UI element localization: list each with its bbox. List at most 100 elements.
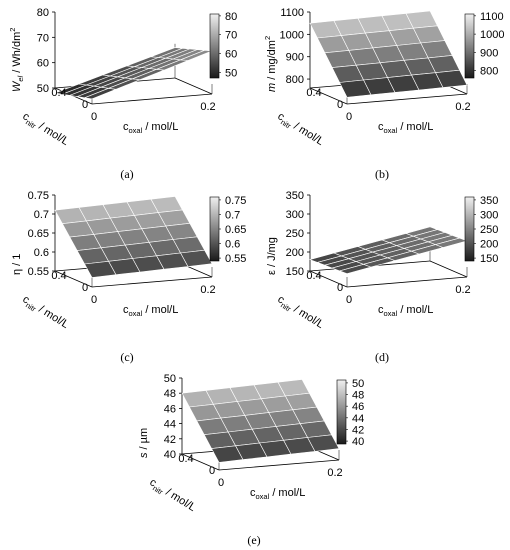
z-tick-label: 900 (286, 52, 304, 64)
colorbar: 80 70 60 50 (209, 11, 237, 79)
z-tick-label: 250 (286, 228, 304, 240)
chart-b: 800 900 1000 1100 0 0.2 0 0.4 m / mg/dm2 coxal / … (263, 7, 504, 181)
colorbar: 0.75 0.7 0.65 0.6 0.55 (209, 195, 246, 265)
z-tick-label: 300 (286, 209, 304, 221)
colorbar-tick-label: 250 (480, 224, 498, 236)
z-axis-label: η / 1 (11, 254, 23, 275)
colorbar: 350 300 250 200 150 (464, 195, 498, 265)
colorbar-tick-label: 60 (225, 49, 237, 61)
z-tick-label: 1100 (280, 7, 304, 19)
surface (309, 226, 468, 275)
surface (181, 379, 340, 463)
z-tick-label: 50 (164, 373, 176, 385)
y-floor-edge (54, 270, 93, 288)
y-tick-label: 0.4 (51, 87, 66, 99)
colorbar-tick-label: 0.75 (225, 195, 246, 207)
x-axis-label: coxal / mol/L (378, 304, 433, 318)
x-tick-label: 0.2 (455, 101, 470, 113)
z-tick-label: 150 (286, 266, 304, 278)
colorbar-tick-label: 300 (480, 209, 498, 221)
colorbar-tick-label: 50 (352, 378, 364, 390)
surface-cell (307, 434, 340, 452)
y-axis-label: cnitr / mol/L (146, 476, 198, 515)
colorbar-tick-label: 44 (352, 413, 364, 425)
z-axis-label: Wel / Wh/dm2 (8, 28, 25, 92)
chart-c: 0.55 0.6 0.65 0.7 0.75 0 0.2 0 0.4 η / 1 coxal / m… (11, 190, 246, 364)
colorbar-tick-label: 800 (480, 66, 498, 78)
x-axis-label: coxal / mol/L (250, 487, 305, 501)
surface (309, 10, 468, 98)
z-axis-label: m / mg/dm2 (263, 36, 278, 92)
x-tick-label: 0 (91, 111, 97, 123)
right-floor-edge (174, 77, 213, 95)
z-tick-label: 70 (37, 32, 49, 44)
z-axis-label: s / µm (138, 428, 150, 458)
colorbar-tick-label: 900 (480, 47, 498, 59)
colorbar-bar (209, 13, 220, 79)
colorbar-tick-label: 70 (225, 30, 237, 42)
surface (54, 196, 213, 278)
colorbar-tick-label: 150 (480, 253, 498, 265)
colorbar-tick-label: 1100 (480, 11, 504, 23)
y-tick-label: 0 (82, 99, 88, 111)
x-tick-label: 0.2 (327, 467, 342, 479)
y-tick-label: 0.4 (306, 87, 321, 99)
x-axis-label: coxal / mol/L (378, 121, 433, 135)
panel-label: (c) (120, 350, 133, 364)
x-tick-label: 0.2 (455, 284, 470, 296)
colorbar-tick-label: 0.7 (225, 209, 240, 221)
z-tick-label: 800 (286, 74, 304, 86)
chart-a: 50 60 70 80 0 0.2 0 0.4 Wel / Wh/dm2 coxal / mol/… (8, 7, 237, 181)
colorbar-tick-label: 0.65 (225, 224, 246, 236)
panel-label: (b) (375, 167, 389, 181)
x-tick-label: 0 (346, 294, 352, 306)
y-tick-label: 0 (337, 99, 343, 111)
colorbar-tick-label: 48 (352, 390, 364, 402)
z-tick-label: 0.6 (34, 247, 49, 259)
x-floor-edge (218, 459, 340, 471)
y-tick-label: 0 (82, 282, 88, 294)
x-tick-label: 0 (346, 111, 352, 123)
colorbar-bar (464, 13, 475, 79)
colorbar-tick-label: 80 (225, 11, 237, 23)
right-floor-edge (429, 260, 468, 278)
y-tick-label: 0 (209, 465, 215, 477)
colorbar-tick-label: 0.6 (225, 239, 240, 251)
x-floor-edge (91, 276, 213, 288)
x-tick-label: 0 (91, 294, 97, 306)
colorbar-tick-label: 350 (480, 195, 498, 207)
surface-cell (180, 249, 213, 267)
z-tick-label: 0.7 (34, 209, 49, 221)
x-floor-edge (346, 276, 468, 288)
y-floor-edge (309, 270, 348, 288)
y-tick-label: 0.4 (51, 270, 66, 282)
y-floor-edge (309, 87, 348, 105)
z-tick-label: 1000 (280, 29, 304, 41)
panel-label: (e) (247, 533, 260, 547)
y-axis-label: cnitr / mol/L (19, 293, 71, 332)
colorbar-bar (336, 379, 347, 445)
z-tick-label: 0.65 (28, 228, 49, 240)
z-tick-label: 60 (37, 58, 49, 70)
colorbar: 1100 1000 900 800 (464, 11, 504, 79)
z-tick-label: 40 (164, 449, 176, 461)
x-floor-edge (346, 93, 468, 105)
y-tick-label: 0.4 (178, 453, 193, 465)
colorbar-tick-label: 50 (225, 67, 237, 79)
y-axis-label: cnitr / mol/L (274, 110, 326, 149)
z-tick-label: 350 (286, 190, 304, 202)
x-floor-edge (91, 93, 213, 105)
colorbar-tick-label: 1000 (480, 29, 504, 41)
z-tick-label: 48 (164, 388, 176, 400)
x-axis-label: coxal / mol/L (123, 304, 178, 318)
y-tick-label: 0 (337, 282, 343, 294)
colorbar-tick-label: 0.55 (225, 253, 246, 265)
colorbar-tick-label: 40 (352, 436, 364, 448)
z-tick-label: 0.55 (28, 266, 49, 278)
y-tick-label: 0.4 (306, 270, 321, 282)
z-tick-label: 44 (164, 419, 176, 431)
surface-cell (435, 69, 468, 88)
colorbar-bar (209, 196, 220, 262)
y-axis-label: cnitr / mol/L (19, 110, 71, 149)
